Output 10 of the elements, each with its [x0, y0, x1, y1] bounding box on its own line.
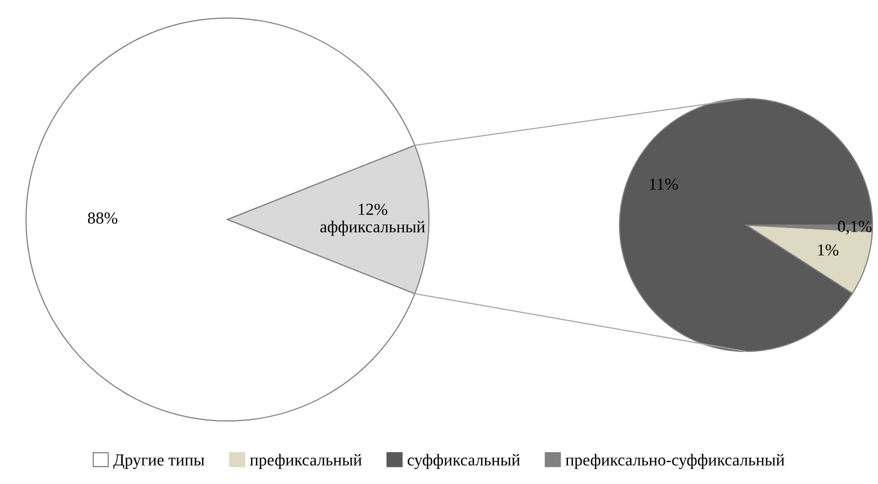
data-label: 1% [818, 244, 838, 256]
legend-label: суффиксальный [408, 454, 520, 469]
legend-label: префиксально-суффиксальный [566, 454, 784, 469]
data-label: 88% [88, 212, 118, 224]
data-label: 0,1% [838, 220, 872, 234]
legend-label: префиксальный [250, 454, 362, 469]
data-label: 12% аффиксальный [320, 204, 425, 236]
data-label: 11% [650, 178, 678, 190]
legend-label: Другие типы [113, 454, 204, 469]
pie-slice [618, 98, 874, 352]
